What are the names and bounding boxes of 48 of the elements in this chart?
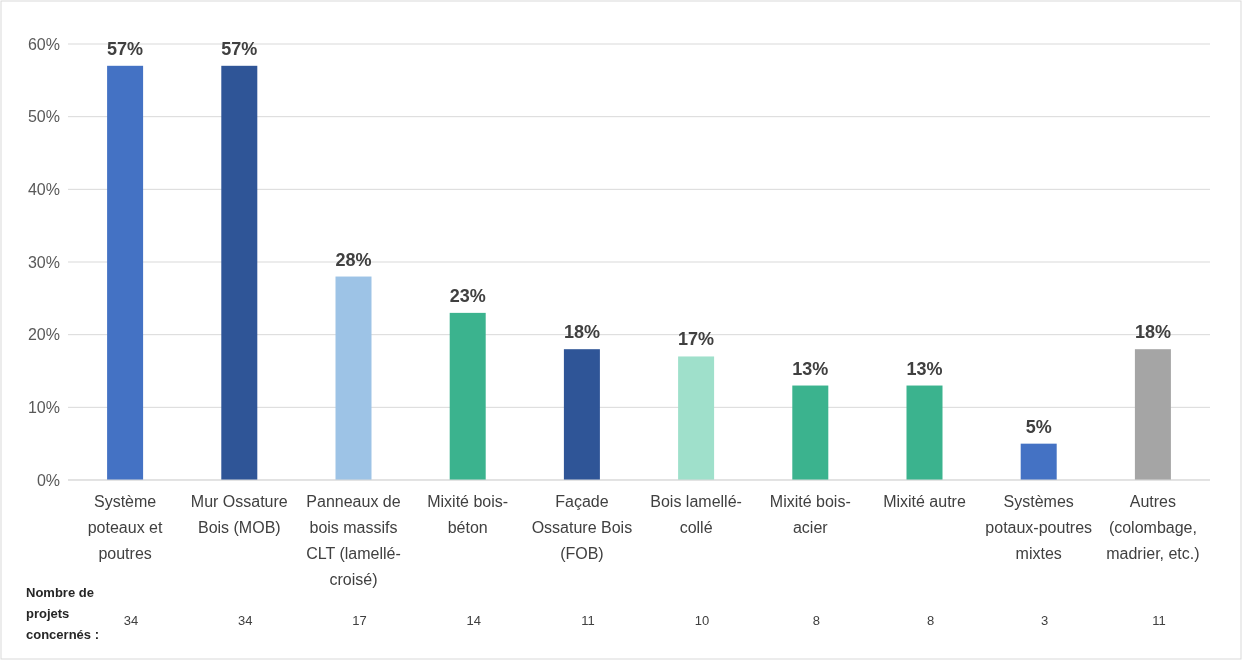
y-tick-label: 40% bbox=[27, 180, 60, 198]
bar bbox=[1020, 443, 1057, 480]
x-tick-label: Systèmes potaux-poutres mixtes bbox=[985, 493, 1093, 562]
text: 3 bbox=[1041, 613, 1049, 628]
text: 8 bbox=[926, 613, 935, 628]
y-tick-label: 60% bbox=[27, 35, 60, 53]
x-tick-label: Mur Ossature Bois (MOB) bbox=[190, 493, 288, 536]
data-label: 13% bbox=[906, 358, 943, 379]
y-tick-label: 0% bbox=[36, 471, 60, 489]
y-tick-label: 30% bbox=[27, 253, 60, 271]
text: 11 bbox=[1152, 613, 1166, 628]
data-label: 18% bbox=[563, 322, 600, 343]
x-tick-label: Mixité bois-béton bbox=[427, 493, 509, 536]
data-label: 28% bbox=[335, 249, 372, 270]
data-label: 57% bbox=[107, 38, 144, 59]
data-label: 5% bbox=[1025, 416, 1052, 437]
bar bbox=[107, 65, 144, 480]
text: 8 bbox=[812, 613, 820, 628]
x-tick-label: Mixité autre bbox=[883, 493, 966, 510]
y-tick-label: 50% bbox=[27, 108, 60, 126]
text: 34 bbox=[238, 613, 253, 628]
bar bbox=[221, 65, 258, 480]
x-tick-label: Panneaux de bois massifs CLT (lamellé-croisé) bbox=[306, 493, 401, 588]
x-tick-label: Façade Ossature Bois (FOB) bbox=[531, 493, 633, 562]
x-tick-label: Mixité bois-acier bbox=[769, 493, 851, 536]
bar bbox=[792, 385, 829, 480]
x-tick-label: Autres (colombage, madrier, etc.) bbox=[1106, 493, 1200, 562]
bar bbox=[678, 356, 715, 480]
text: 10 bbox=[694, 613, 710, 628]
text: Nombre de projets concernés : bbox=[26, 585, 99, 642]
text: 11 bbox=[581, 613, 595, 628]
y-tick-label: 20% bbox=[27, 326, 60, 344]
bar bbox=[906, 385, 943, 480]
data-label: 18% bbox=[1134, 322, 1171, 343]
data-label: 23% bbox=[449, 285, 486, 306]
y-tick-label: 10% bbox=[27, 398, 60, 416]
text: 17 bbox=[352, 613, 367, 628]
text: 34 bbox=[123, 613, 139, 628]
x-tick-label: Bois lamellé-collé bbox=[650, 493, 742, 536]
x-tick-label: Système poteaux et poutres bbox=[87, 493, 164, 562]
data-label: 17% bbox=[678, 329, 715, 350]
text: 14 bbox=[466, 613, 481, 628]
data-label: 57% bbox=[221, 38, 258, 59]
bar bbox=[335, 276, 372, 480]
bar bbox=[563, 349, 600, 480]
data-label: 13% bbox=[792, 358, 829, 379]
bar bbox=[449, 312, 486, 480]
bar bbox=[1134, 349, 1171, 480]
